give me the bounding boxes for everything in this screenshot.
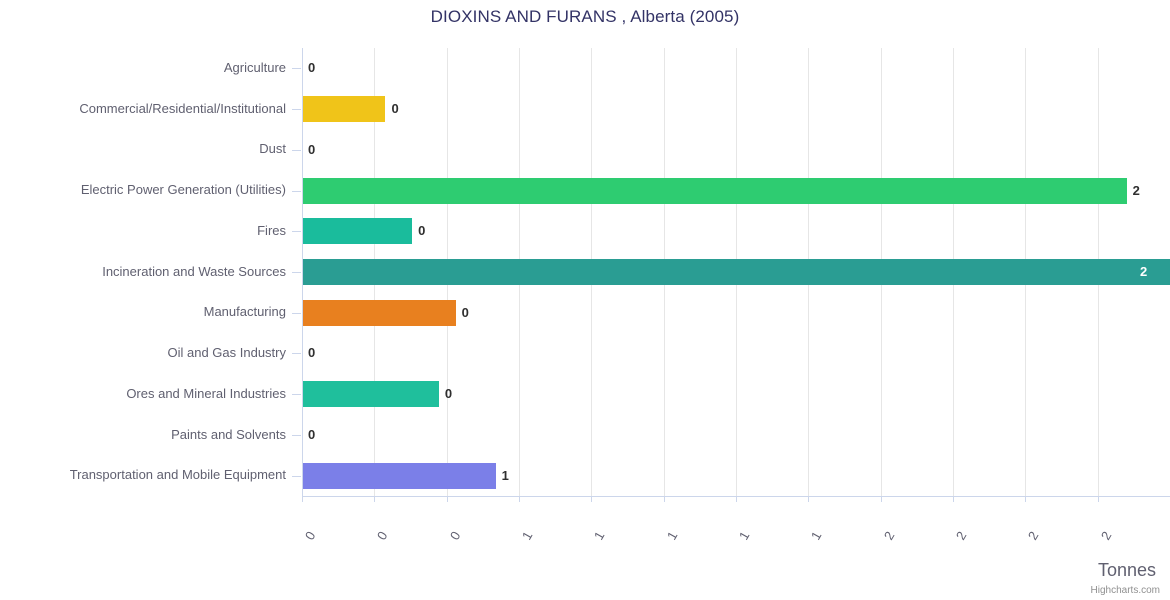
bar-value-label: 0 [418,223,426,239]
x-axis-tick [953,496,954,502]
y-axis-line [302,48,303,496]
category-label: Fires [257,222,286,238]
chart-bar-row: 0 [302,415,1170,456]
bar[interactable] [302,258,1170,285]
bar-value-label: 0 [308,426,316,442]
bar-value-label: 2 [1132,182,1140,198]
plot-area: 0 0 0 2 0 2 0 0 0 0 1 [302,48,1170,496]
bar-value-label: 0 [461,304,469,320]
bar[interactable] [302,462,496,489]
y-axis-tick [292,434,301,436]
chart-bar-row: 0 [302,211,1170,252]
x-axis-tick [880,496,882,502]
chart-bar-row: 0 [302,89,1170,130]
bar[interactable] [302,299,456,326]
x-axis-tick [374,496,376,502]
y-axis-tick [292,190,301,192]
x-axis-tick-label: 1 [808,528,825,543]
x-axis-tick-label: 2 [1025,528,1042,543]
chart-bar-row: 0 [302,374,1170,415]
chart-bar-row: 0 [302,292,1170,333]
category-label: Manufacturing [203,304,286,320]
bar[interactable] [302,96,386,123]
chart-bar-row: 1 [302,455,1170,496]
bar[interactable] [302,381,439,408]
chart-bar-row: 0 [302,48,1170,89]
x-axis-tick-label: 2 [1097,528,1115,543]
bar[interactable] [302,218,413,245]
highcharts-credit-link[interactable]: Highcharts.com [1090,585,1160,596]
bar-value-label: 0 [391,101,399,117]
y-axis-tick [292,475,301,477]
x-axis-tick-label: 2 [952,528,970,543]
category-label: Oil and Gas Industry [167,345,287,361]
y-axis-tick [292,231,301,233]
x-axis-tick [591,496,593,502]
x-axis-tick [302,496,303,502]
x-axis-tick-label: 1 [518,528,536,543]
y-axis-tick [292,149,301,151]
x-axis-tick-label: 0 [446,528,464,543]
x-axis-tick [808,496,810,502]
category-label: Transportation and Mobile Equipment [69,467,286,483]
bar-value-label: 2 [1140,263,1148,279]
bar[interactable] [302,177,1127,204]
y-axis-tick [292,353,301,355]
chart-title: DIOXINS AND FURANS , Alberta (2005) [430,7,740,26]
category-label: Agriculture [223,60,286,75]
chart-bar-row: 2 [302,170,1170,211]
chart-bar-row: 0 [302,333,1170,374]
category-label: Ores and Mineral Industries [126,385,286,401]
chart-bar-row: 0 [302,129,1170,170]
x-axis-tick-label: 2 [880,528,898,543]
y-axis-tick [292,68,301,70]
category-label: Electric Power Generation (Utilities) [80,182,286,198]
bar-value-label: 1 [501,467,509,483]
x-axis-tick-label: 0 [301,528,319,543]
y-axis-tick [292,109,301,111]
category-label: Dust [259,141,286,157]
x-axis-tick [736,496,737,502]
bar-value-label: 0 [444,386,453,402]
x-axis-tick [446,496,448,502]
category-label: Incineration and Waste Sources [102,263,286,279]
bar-value-label: 0 [308,60,316,76]
x-axis-tick-label: 1 [591,528,608,543]
x-axis-tick [1097,496,1099,502]
category-label: Commercial/Residential/Institutional [79,100,286,116]
x-axis-tick-label: 2 [1164,529,1170,554]
chart-bar-row: 2 [302,252,1170,293]
x-axis-tick [663,496,665,502]
bar-value-label: 0 [308,345,316,361]
x-axis-tick [1025,496,1027,502]
x-axis-title: Tonnes [1097,560,1156,580]
x-axis-tick-label: 1 [735,528,753,543]
bar-value-label: 0 [308,141,316,157]
y-axis-tick [292,394,301,396]
category-label: Paints and Solvents [171,426,286,442]
y-axis-tick [292,312,301,314]
x-axis-tick-label: 0 [374,528,391,543]
x-axis-tick-label: 1 [663,528,681,543]
y-axis-tick [292,272,301,273]
x-axis-tick [519,496,520,502]
